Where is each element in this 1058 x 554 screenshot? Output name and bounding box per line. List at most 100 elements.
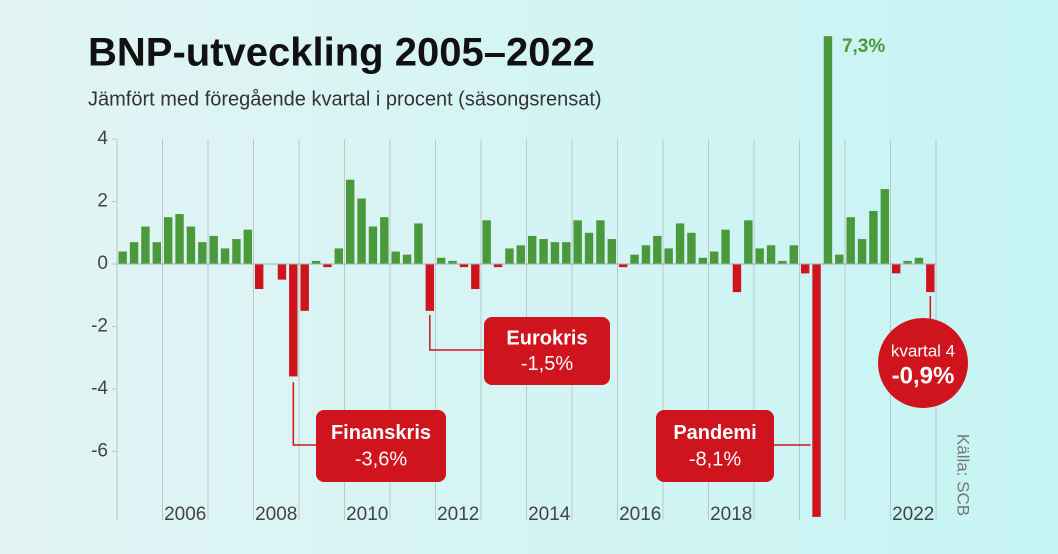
bar [823, 36, 833, 265]
x-tick-label: 2022 [892, 504, 934, 525]
bar [744, 220, 753, 265]
bar [607, 239, 617, 265]
bar [448, 260, 457, 265]
chart-title: BNP-utveckling 2005–2022 [88, 31, 595, 75]
bar [311, 260, 321, 265]
bar [812, 264, 821, 517]
annotation-value: -8,1% [689, 449, 741, 471]
bar [766, 245, 776, 265]
bar [596, 220, 605, 265]
annotation-title: Pandemi [673, 422, 756, 444]
bar [391, 251, 400, 265]
bar [289, 264, 298, 377]
bar [482, 220, 491, 265]
bar [835, 254, 844, 265]
x-tick-label: 2010 [346, 504, 388, 525]
bar [357, 198, 366, 265]
bar [721, 229, 730, 265]
bar [414, 223, 423, 265]
connector [429, 314, 484, 351]
bar [493, 264, 503, 268]
y-tick-label: 2 [97, 191, 108, 212]
bar [277, 264, 287, 280]
bar [334, 248, 344, 265]
bar [618, 264, 628, 268]
x-tick-label: 2006 [164, 504, 206, 525]
bar [732, 264, 742, 293]
bar [118, 251, 127, 265]
bar [516, 245, 526, 265]
x-tick-label: 2014 [528, 504, 571, 525]
bar [175, 214, 184, 265]
annotation-title: kvartal 4 [891, 341, 955, 360]
y-tick-label: -4 [91, 378, 108, 399]
bar [186, 226, 196, 265]
bar [903, 260, 912, 265]
bar [402, 254, 412, 265]
y-tick-label: 4 [97, 128, 108, 149]
annotation-value: -0,9% [892, 362, 955, 389]
bar [198, 242, 207, 265]
bar [641, 245, 651, 265]
connector [292, 382, 316, 446]
bar [368, 226, 378, 265]
bar [846, 217, 855, 265]
bar [209, 235, 218, 265]
annotation-title: Eurokris [506, 328, 587, 350]
bar [778, 260, 787, 265]
y-tick-label: -2 [91, 315, 108, 336]
bar [789, 245, 799, 265]
bar [698, 257, 708, 265]
bar [880, 189, 890, 265]
x-tick-label: 2016 [619, 504, 661, 525]
annotation-box [316, 410, 446, 482]
bar [687, 232, 696, 265]
annotation-title: Finanskris [331, 422, 431, 444]
bar [573, 220, 582, 265]
bar [664, 248, 673, 265]
y-tick-label: -6 [91, 440, 108, 461]
source: Källa: SCB [954, 434, 973, 516]
bar [505, 248, 514, 265]
bar [709, 251, 719, 265]
bar [152, 242, 162, 265]
bar [584, 232, 594, 265]
bar [914, 257, 924, 265]
bar [471, 264, 480, 289]
bar [141, 226, 150, 265]
bar [926, 264, 935, 293]
annotation-circle [878, 318, 968, 408]
bar [345, 179, 355, 265]
bar [527, 235, 537, 265]
bar [300, 264, 309, 311]
bar [243, 229, 253, 265]
bar [163, 217, 173, 265]
bar [425, 264, 435, 311]
bar [869, 210, 878, 265]
bar [220, 248, 230, 265]
annotation-value: -3,6% [355, 449, 407, 471]
chart-subtitle: Jämfört med föregående kvartal i procent… [88, 88, 602, 110]
bar [630, 254, 639, 265]
bar [232, 239, 241, 265]
bar [891, 264, 901, 274]
bar [380, 217, 389, 265]
x-tick-label: 2018 [710, 504, 752, 525]
bar [562, 242, 571, 265]
bar [436, 257, 446, 265]
bar [323, 264, 332, 268]
x-tick-label: 2012 [437, 504, 479, 525]
bar [800, 264, 810, 274]
bar [459, 264, 469, 268]
bar [539, 239, 548, 265]
annotation-box [656, 410, 774, 482]
y-tick-label: 0 [97, 253, 108, 274]
annotation-value: -1,5% [521, 353, 573, 375]
bar [755, 248, 764, 265]
bar [857, 239, 867, 265]
value-label: 7,3% [842, 36, 885, 57]
bar [129, 242, 139, 265]
bar [653, 235, 662, 265]
